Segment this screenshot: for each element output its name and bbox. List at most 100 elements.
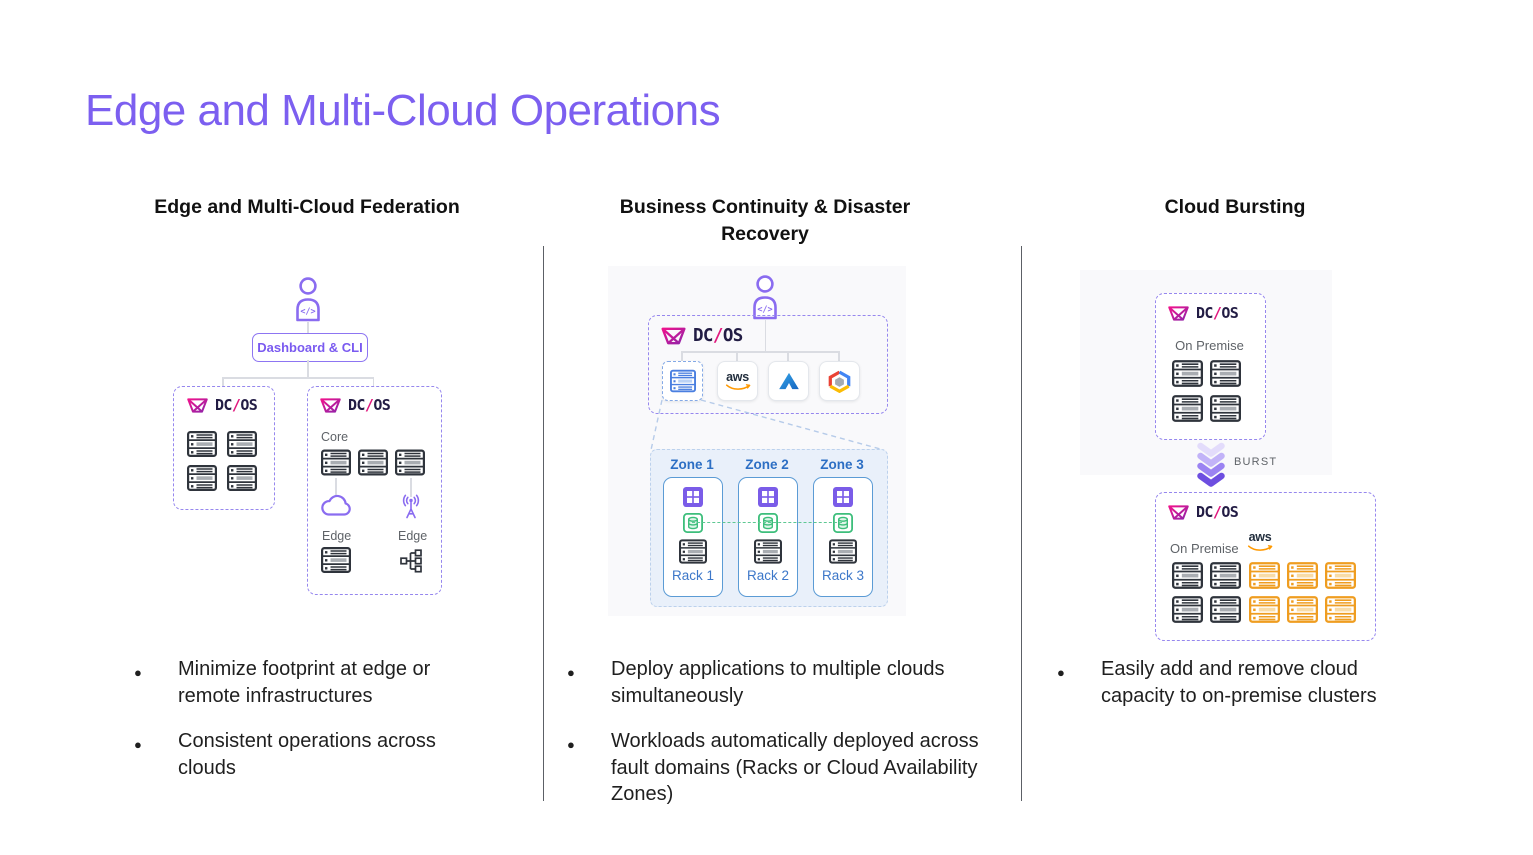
connector-line [372,377,374,386]
dcos-mark-icon [660,326,687,346]
dcos-logo: DC/OS [186,396,258,414]
zone-label: Zone 1 [670,457,714,472]
dcos-logo: DC/OS [1167,304,1239,322]
app-grid-icon [833,487,853,507]
server-rack-icon [227,431,257,457]
dcos-logo: DC/OS [1167,503,1239,521]
connector-line [736,351,738,361]
bullet-list-bursting: Easily add and remove cloud capacity to … [1055,656,1425,728]
connector-line [787,351,789,361]
cloud-server-rack-icon [1325,596,1356,623]
server-rack-icon [1210,395,1241,422]
rack-label: Rack 2 [746,568,790,583]
cloud-server-rack-icon [1287,562,1318,589]
core-label: Core [321,430,349,444]
on-premise-label: On Premise [1175,338,1244,353]
azure-tile [768,361,809,401]
server-rack-icon [679,539,707,564]
zone-label: Zone 3 [820,457,864,472]
server-rack-icon [321,547,351,573]
server-rack-icon [1172,596,1203,623]
bullet-item: Workloads automatically deployed across … [565,728,997,808]
server-rack-icon [669,369,696,393]
dcos-mark-icon [1167,305,1190,322]
server-rack-icon [187,465,217,491]
connector-line [222,377,224,386]
column-header-bursting: Cloud Bursting [1164,196,1306,218]
column-header-continuity: Business Continuity & Disaster Recovery [619,196,911,245]
dcos-wordmark: DC/OS [348,396,391,414]
gcp-tile [819,361,860,401]
dcos-mark-icon [186,397,209,414]
network-topology-icon [399,548,423,574]
bullet-list-continuity: Deploy applications to multiple clouds s… [565,656,997,827]
svg-text:</>: </> [300,307,315,317]
server-rack-icon [1210,596,1241,623]
cloud-server-rack-icon [1249,596,1280,623]
database-icon [758,513,778,533]
dashboard-cli-button: Dashboard & CLI [252,333,368,362]
edge-label: Edge [398,529,428,543]
bullet-list-federation: Minimize footprint at edge or remote inf… [132,656,482,800]
cloud-server-rack-icon [1287,596,1318,623]
burst-chevrons-icon [1196,442,1226,488]
zone-label: Zone 2 [745,457,789,472]
column-divider [543,246,545,801]
aws-smile-icon [725,384,751,391]
radio-antenna-icon [400,494,422,520]
dcos-mark-icon [1167,504,1190,521]
dcos-mark-icon [319,397,342,414]
connector-line [222,377,374,379]
app-grid-icon [758,487,778,507]
connector-line [307,360,309,377]
zone-box: Rack 3 [813,477,873,597]
zone-box: Rack 1 [663,477,723,597]
azure-logo [777,371,801,391]
person-operator-icon: </> [745,274,785,320]
aws-tile: aws [717,361,758,401]
dcos-wordmark: DC/OS [215,396,258,414]
dcos-wordmark: DC/OS [1196,503,1239,521]
onprem-datacenter-tile [662,361,703,401]
connector-line [764,320,766,351]
server-rack-icon [1172,395,1203,422]
zone-box: Rack 2 [738,477,798,597]
server-rack-icon [358,449,388,476]
replication-line [692,522,842,523]
server-rack-icon [1172,562,1203,589]
rack-label: Rack 1 [671,568,715,583]
server-rack-icon [754,539,782,564]
svg-text:</>: </> [757,305,772,315]
cloud-server-rack-icon [1249,562,1280,589]
server-rack-icon [227,465,257,491]
aws-smile-icon [1247,544,1273,552]
server-rack-icon [829,539,857,564]
database-icon [833,513,853,533]
connector-line [307,322,309,333]
connector-line [681,351,683,361]
database-icon [683,513,703,533]
on-premise-label: On Premise [1170,541,1239,556]
rack-label: Rack 3 [821,568,865,583]
bullet-item: Easily add and remove cloud capacity to … [1055,656,1425,709]
slide-title: Edge and Multi-Cloud Operations [85,86,721,135]
projection-lines [650,399,885,451]
cloud-server-rack-icon [1325,562,1356,589]
bullet-item: Minimize footprint at edge or remote inf… [132,656,482,709]
server-rack-icon [321,449,351,476]
server-rack-icon [395,449,425,476]
connector-line [838,351,840,361]
gcp-logo [827,370,852,393]
dcos-multicloud-box [648,315,888,414]
column-divider [1021,246,1023,801]
bullet-item: Consistent operations across clouds [132,728,482,781]
connector-line [335,478,337,495]
connector-line [681,351,839,353]
connector-line [410,478,412,497]
server-rack-icon [1210,360,1241,387]
burst-label: BURST [1234,456,1278,468]
dcos-logo: DC/OS [319,396,391,414]
person-operator-icon: </> [288,276,328,322]
server-rack-icon [187,431,217,457]
